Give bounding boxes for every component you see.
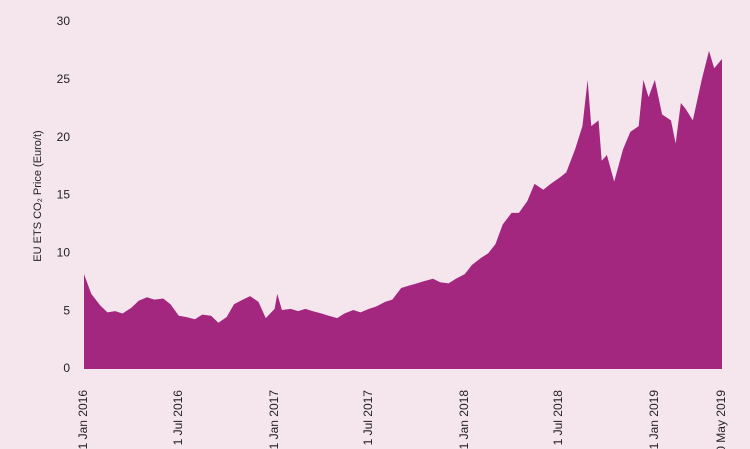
y-tick-label: 25 [57,72,71,86]
y-tick-label: 30 [57,14,71,28]
x-tick-label: 1 Jan 2018 [457,390,471,449]
x-tick-label: 1 Jul 2018 [551,390,565,446]
x-tick-label: 1 Jan 2019 [647,390,661,449]
y-tick-label: 5 [63,303,70,317]
x-tick-label: 10 May 2019 [714,390,728,449]
x-tick-label: 1 Jan 2017 [267,390,281,449]
y-tick-label: 10 [57,246,71,260]
x-tick-label: 1 Jul 2016 [171,390,185,446]
y-tick-label: 0 [63,361,70,375]
y-tick-label: 15 [57,188,71,202]
y-axis-label: EU ETS CO₂ Price (Euro/t) [32,130,44,261]
area [84,50,722,370]
y-tick-label: 20 [57,130,71,144]
x-tick-label: 1 Jan 2016 [76,390,90,449]
x-tick-label: 1 Jul 2017 [361,390,375,446]
